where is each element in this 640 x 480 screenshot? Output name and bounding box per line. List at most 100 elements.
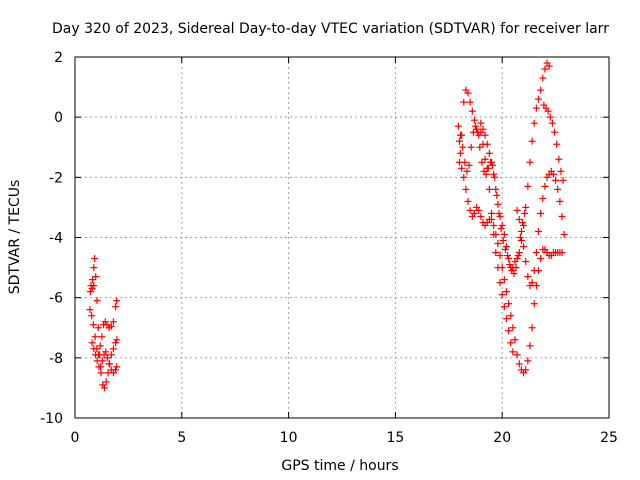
data-point — [479, 140, 487, 148]
data-point — [560, 230, 568, 238]
data-point — [509, 348, 517, 356]
data-point — [539, 194, 547, 202]
data-point — [500, 230, 508, 238]
data-point — [454, 122, 462, 130]
x-tick-label: 5 — [177, 430, 186, 446]
data-point — [506, 261, 514, 269]
data-point — [97, 369, 105, 377]
y-tick-label: -10 — [40, 411, 63, 427]
data-point — [112, 303, 120, 311]
y-axis-label: SDTVAR / TECUs — [7, 180, 23, 295]
data-point — [532, 104, 540, 112]
data-point — [472, 122, 479, 130]
data-point — [530, 267, 538, 275]
data-point — [521, 209, 529, 217]
data-point — [101, 318, 109, 326]
data-point — [498, 221, 506, 229]
data-point — [510, 270, 518, 278]
data-point — [535, 95, 543, 103]
data-point — [103, 354, 111, 362]
data-point — [512, 264, 520, 272]
data-point — [554, 185, 562, 193]
data-point — [109, 318, 117, 326]
data-point — [93, 297, 101, 305]
data-point — [100, 351, 108, 359]
data-point — [537, 86, 545, 94]
data-point — [485, 185, 493, 193]
data-point — [502, 243, 510, 251]
data-point — [555, 155, 563, 163]
data-point — [548, 119, 556, 127]
data-point — [473, 125, 481, 133]
data-point — [520, 221, 528, 229]
data-point — [524, 182, 532, 190]
data-point — [107, 322, 115, 330]
data-point — [528, 279, 536, 287]
data-point — [496, 252, 504, 260]
tick-labels: 0 5 10 15 20 25 -10 -8 -6 -4 -2 0 2 — [40, 50, 618, 446]
data-point — [463, 167, 471, 175]
data-point — [492, 249, 500, 257]
data-point — [479, 125, 487, 133]
data-point — [496, 279, 504, 287]
data-point — [467, 143, 475, 151]
data-point — [494, 200, 502, 208]
data-point — [539, 74, 547, 82]
data-point — [478, 158, 486, 166]
data-point — [466, 98, 474, 106]
data-point — [524, 273, 532, 281]
data-point — [464, 89, 472, 97]
data-point — [518, 218, 526, 226]
data-point — [94, 324, 102, 332]
data-point — [470, 209, 478, 217]
data-point — [502, 288, 510, 296]
data-point — [526, 158, 534, 166]
data-point — [514, 252, 522, 260]
data-point — [109, 345, 117, 353]
data-point — [113, 336, 121, 344]
data-point — [494, 264, 502, 272]
data-point — [505, 300, 513, 308]
y-tick-label: -8 — [49, 351, 63, 367]
data-point — [513, 351, 521, 359]
data-point — [553, 140, 561, 148]
data-point — [557, 167, 565, 175]
y-tick-label: 0 — [54, 110, 63, 126]
data-point — [460, 98, 468, 106]
grid-lines — [75, 57, 609, 418]
data-point — [537, 255, 545, 263]
data-point — [559, 176, 567, 184]
data-point — [488, 215, 496, 223]
data-point — [488, 209, 496, 217]
data-point — [545, 62, 553, 70]
data-point — [515, 249, 523, 257]
data-point — [458, 164, 466, 172]
data-point — [532, 249, 540, 257]
plot-frame — [74, 56, 610, 419]
data-point — [476, 143, 484, 151]
data-point — [541, 65, 549, 73]
data-points — [86, 59, 568, 392]
data-point — [520, 243, 528, 251]
data-point — [492, 185, 500, 193]
chart-title: Day 320 of 2023, Sidereal Day-to-day VTE… — [52, 21, 609, 37]
data-point — [513, 255, 521, 263]
data-point — [499, 237, 507, 245]
data-point — [498, 291, 506, 299]
data-point — [113, 297, 121, 305]
data-point — [455, 158, 463, 166]
data-point — [517, 237, 525, 245]
data-point — [481, 131, 489, 139]
data-point — [490, 170, 498, 178]
x-tick-label: 15 — [386, 430, 404, 446]
data-point — [468, 107, 476, 115]
data-point — [112, 366, 120, 374]
data-point — [477, 212, 485, 220]
data-point — [474, 128, 482, 136]
data-point — [500, 303, 508, 311]
data-point — [86, 288, 94, 296]
data-point — [535, 227, 543, 235]
data-point — [89, 321, 97, 329]
data-point — [522, 366, 530, 374]
data-point — [457, 131, 465, 139]
